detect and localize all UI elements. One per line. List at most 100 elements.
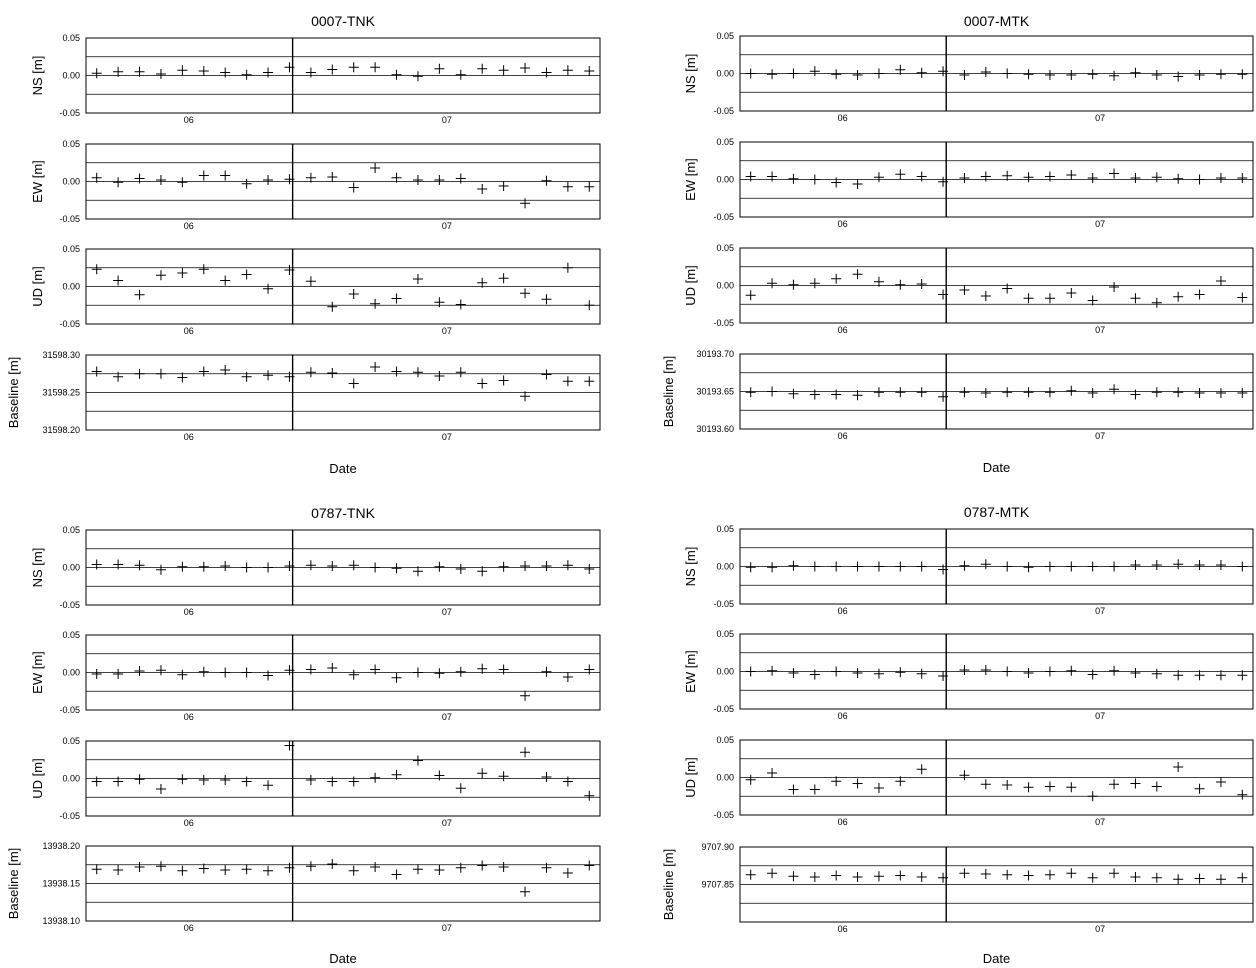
chart-title: 0787-TNK	[311, 505, 375, 521]
y-tick-label: 0.05	[62, 139, 80, 149]
data-point	[1194, 388, 1205, 398]
data-point	[1173, 670, 1184, 681]
data-point	[938, 176, 949, 187]
x-group-label: 06	[184, 115, 194, 125]
data-point	[498, 375, 509, 386]
data-point	[1087, 791, 1098, 802]
data-point	[113, 669, 124, 679]
data-point	[1151, 560, 1162, 570]
data-point	[809, 669, 820, 680]
data-point	[959, 770, 970, 781]
data-point	[477, 663, 488, 674]
x-group-label: 06	[184, 221, 194, 231]
data-point	[1194, 783, 1205, 794]
x-group-label: 06	[838, 817, 848, 827]
data-point	[91, 264, 102, 275]
data-point	[916, 387, 927, 398]
data-point	[1130, 293, 1141, 304]
data-point	[241, 562, 252, 573]
data-point	[520, 561, 531, 571]
panel-0: 0.05 0.00 -0.05 NS [m] 06 07	[30, 33, 601, 125]
x-group-label: 07	[1095, 606, 1105, 616]
data-point	[1151, 387, 1162, 398]
data-point	[155, 665, 166, 676]
data-point	[198, 66, 209, 76]
data-point	[809, 66, 820, 77]
x-group-label: 06	[838, 325, 848, 335]
y-tick-label: 0.05	[62, 33, 80, 43]
data-point	[113, 66, 124, 77]
data-point	[284, 265, 295, 275]
data-point	[348, 865, 359, 876]
data-point	[1237, 292, 1248, 303]
data-point	[520, 63, 531, 73]
data-point	[327, 301, 338, 312]
data-point	[177, 669, 188, 680]
data-point	[370, 298, 381, 309]
panel-3: 13938.20 13938.15 13938.10 Baseline [m] 06 07	[6, 841, 601, 933]
data-point	[455, 862, 466, 873]
data-point	[745, 290, 756, 301]
data-point	[113, 371, 124, 382]
data-point	[134, 173, 145, 184]
data-point	[220, 865, 231, 875]
y-tick-label: 13938.15	[42, 879, 80, 889]
data-point	[241, 776, 252, 787]
data-point	[1173, 762, 1184, 772]
data-point	[916, 67, 927, 78]
data-point	[177, 177, 188, 188]
data-point	[477, 768, 488, 779]
data-point	[412, 667, 423, 678]
data-point	[980, 171, 991, 182]
data-point	[305, 775, 316, 785]
chart-title: 0007-TNK	[311, 13, 375, 29]
data-point	[134, 862, 145, 872]
data-point	[263, 283, 274, 294]
data-point	[177, 561, 188, 572]
data-point	[113, 865, 124, 875]
data-point	[1130, 560, 1141, 570]
data-point	[241, 371, 252, 382]
y-tick-label: 0.00	[716, 667, 734, 677]
data-point	[1237, 872, 1248, 883]
y-tick-label: 0.00	[716, 69, 734, 79]
x-group-label: 07	[1095, 325, 1105, 335]
data-point	[1023, 562, 1034, 573]
data-point	[980, 559, 991, 570]
data-point	[916, 872, 927, 882]
data-point	[1109, 665, 1120, 676]
x-group-label: 06	[838, 113, 848, 123]
data-point	[895, 667, 906, 678]
y-tick-label: 0.05	[716, 243, 734, 253]
data-point	[1151, 781, 1162, 792]
data-point	[1002, 869, 1013, 880]
data-point	[113, 177, 124, 188]
data-point	[980, 779, 991, 790]
data-point	[455, 367, 466, 378]
data-point	[520, 747, 531, 758]
data-point	[1109, 561, 1120, 572]
data-point	[831, 776, 842, 787]
data-point	[1044, 171, 1055, 182]
data-point	[852, 390, 863, 401]
data-point	[767, 665, 778, 676]
data-point	[91, 366, 102, 377]
x-group-label: 06	[838, 606, 848, 616]
data-point	[788, 68, 799, 79]
data-point	[873, 276, 884, 287]
data-point	[1023, 293, 1034, 304]
data-point	[455, 783, 466, 794]
y-tick-label: 31598.20	[42, 425, 80, 435]
data-point	[1087, 173, 1098, 183]
data-point	[1173, 874, 1184, 885]
data-point	[809, 389, 820, 400]
data-point	[1194, 873, 1205, 884]
data-point	[980, 869, 991, 879]
y-tick-label: 0.05	[716, 735, 734, 745]
data-point	[1237, 561, 1248, 572]
data-point	[809, 278, 820, 289]
data-point	[1109, 779, 1120, 790]
data-point	[788, 388, 799, 399]
y-tick-label: 9707.85	[701, 880, 734, 890]
